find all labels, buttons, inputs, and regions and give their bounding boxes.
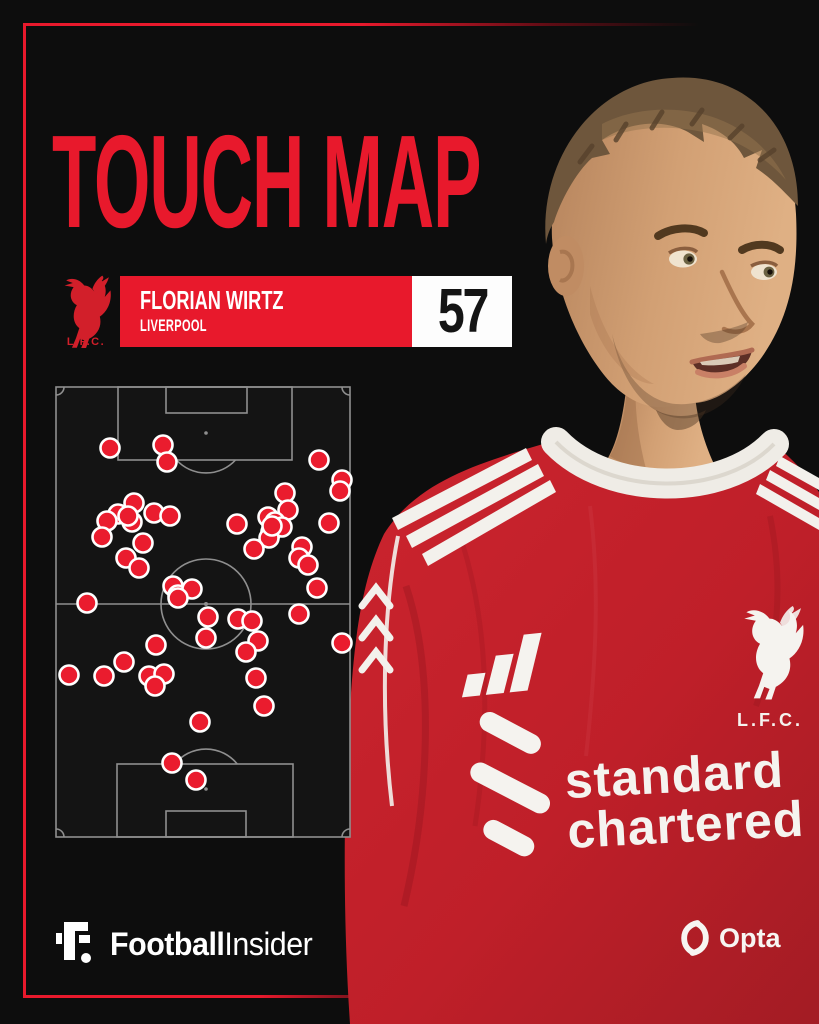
touch-dot [145, 634, 167, 656]
frame-top-line [23, 23, 699, 26]
touches-count-box: 57 [412, 276, 512, 347]
player-photo-illustration: L.F.C. standard chartered [344, 77, 819, 1024]
hair [545, 77, 798, 244]
touch-dot [261, 515, 283, 537]
touch-dot [117, 505, 139, 527]
touch-dot [113, 651, 135, 673]
touch-map-pitch [55, 386, 353, 838]
touch-dot [156, 451, 178, 473]
touch-dots-layer [58, 434, 353, 791]
touch-dot [159, 505, 181, 527]
touch-dot [253, 695, 275, 717]
frame-bottom-line [23, 995, 453, 998]
sleeve-chevrons [358, 582, 394, 674]
touch-dot [226, 513, 248, 535]
adidas-shoulder-stripes-right [756, 456, 819, 530]
touch-dot [195, 627, 217, 649]
liver-bird-icon [64, 275, 111, 348]
footer-brand-light: Insider [224, 925, 313, 962]
adidas-shoulder-stripes-left [392, 448, 556, 566]
mouth [689, 347, 755, 379]
touch-dot [297, 554, 319, 576]
provider-label: Opta [719, 922, 781, 953]
provider-logo: Opta [680, 918, 781, 958]
frame-left-line [23, 23, 26, 998]
eyebrow-left [654, 224, 708, 240]
touch-dot [197, 606, 219, 628]
touch-dot [58, 664, 80, 686]
touch-dot [241, 610, 263, 632]
eyes [668, 246, 779, 280]
footer-brand: FootballInsider [56, 921, 323, 967]
touch-dot [331, 632, 353, 654]
adidas-logo [461, 632, 542, 698]
touch-dot [132, 532, 154, 554]
touch-dot [245, 667, 267, 689]
touch-dot [161, 752, 183, 774]
jersey-crest-label: L.F.C. [737, 710, 803, 730]
touch-dot [288, 603, 310, 625]
touch-dot [76, 592, 98, 614]
sponsor-s-mark [470, 711, 551, 857]
touch-dot [306, 577, 328, 599]
sponsor-line2: chartered [566, 791, 805, 859]
player-info-bar: FLORIAN WIRTZ LIVERPOOL [120, 276, 412, 347]
sponsor-logo: standard chartered [470, 711, 806, 859]
eyebrow-right [738, 240, 784, 254]
touch-dot [308, 449, 330, 471]
football-insider-icon [56, 922, 91, 963]
jersey: L.F.C. standard chartered [344, 442, 819, 1024]
sponsor-line1: standard [563, 742, 785, 809]
touch-dot [167, 587, 189, 609]
touch-dot [329, 480, 351, 502]
touch-dot [128, 557, 150, 579]
club-crest: L.F.C. [64, 275, 111, 348]
touch-dot [99, 437, 121, 459]
liver-bird-icon [744, 606, 804, 700]
opta-icon [681, 920, 709, 956]
nose [719, 269, 755, 334]
touch-dot [185, 769, 207, 791]
touch-dot [235, 641, 257, 663]
player-name: FLORIAN WIRTZ [140, 285, 284, 315]
ear [548, 236, 584, 296]
touch-dot [243, 538, 265, 560]
touches-count: 57 [437, 276, 488, 346]
touch-dot [93, 665, 115, 687]
touch-dot [189, 711, 211, 733]
touch-dot [144, 675, 166, 697]
touch-dot [318, 512, 340, 534]
touch-dot [91, 526, 113, 548]
footer-brand-bold: Football [110, 925, 225, 962]
crest-label: L.F.C. [67, 336, 105, 348]
stubble [612, 334, 746, 419]
page-title: TOUCH MAP [52, 108, 481, 255]
player-team: LIVERPOOL [140, 317, 207, 335]
player-head [545, 77, 798, 430]
footer-brand-text: FootballInsider [110, 925, 313, 963]
